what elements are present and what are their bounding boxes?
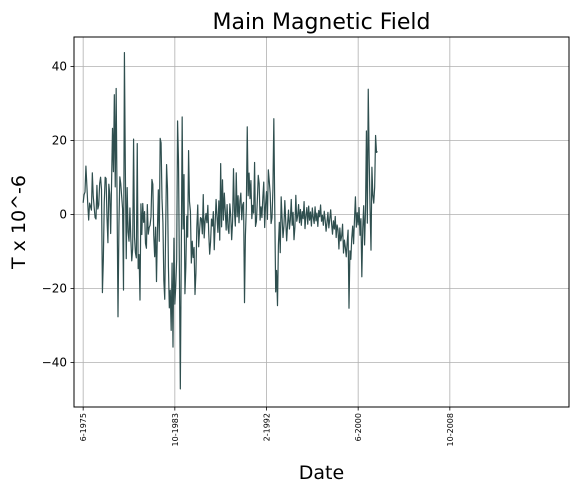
- y-tick-label: −40: [42, 356, 67, 370]
- x-tick-label: 10-2008: [446, 413, 455, 446]
- y-tick-label: 40: [52, 60, 67, 74]
- chart-title: Main Magnetic Field: [212, 10, 430, 35]
- x-tick-label: 6-2000: [354, 413, 363, 441]
- series-line: [82, 51, 378, 390]
- y-axis-label: T x 10^-6: [8, 175, 30, 270]
- plot-frame: [73, 36, 570, 408]
- x-axis-label: Date: [299, 462, 344, 484]
- x-tick-label: 10-1983: [171, 413, 180, 446]
- axis-ticks: 40 20 0 −20 −40 6-1975 10-1983 2-1992 6-2000 10-2…: [42, 60, 455, 447]
- x-tick-label: 6-1975: [79, 413, 88, 441]
- y-tick-label: 0: [59, 208, 67, 222]
- y-tick-label: 20: [52, 134, 67, 148]
- y-tick-label: −20: [42, 282, 67, 296]
- series-layer: [82, 51, 378, 390]
- x-tick-label: 2-1992: [263, 413, 272, 441]
